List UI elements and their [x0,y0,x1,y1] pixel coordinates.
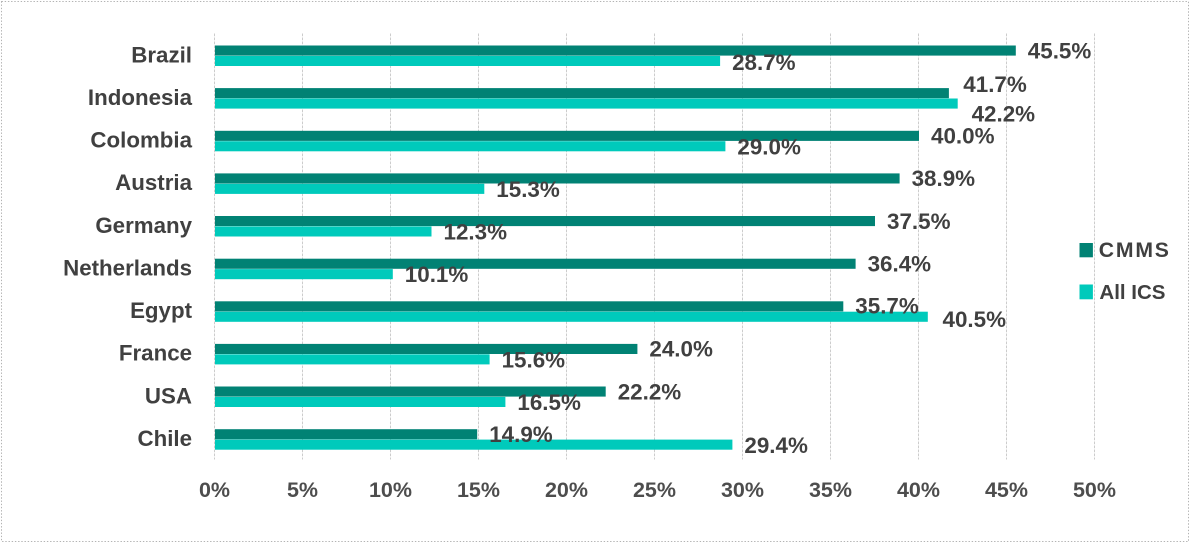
svg-text:15%: 15% [457,478,500,502]
svg-text:14.9%: 14.9% [489,422,553,447]
svg-text:45%: 45% [985,478,1028,502]
svg-text:Colombia: Colombia [90,128,192,153]
svg-text:10.1%: 10.1% [405,262,469,287]
svg-text:All ICS: All ICS [1099,281,1165,304]
svg-text:Chile: Chile [137,426,192,451]
svg-text:42.2%: 42.2% [972,101,1036,126]
svg-text:29.0%: 29.0% [737,134,801,159]
svg-text:28.7%: 28.7% [732,50,796,75]
svg-text:36.4%: 36.4% [868,252,932,277]
svg-text:Germany: Germany [95,213,192,238]
svg-text:15.6%: 15.6% [502,348,566,373]
svg-text:France: France [119,341,192,366]
svg-text:25%: 25% [633,478,676,502]
svg-text:50%: 50% [1073,478,1116,502]
svg-text:12.3%: 12.3% [444,220,508,245]
svg-text:35%: 35% [809,478,852,502]
svg-text:40%: 40% [897,478,940,502]
svg-text:24.0%: 24.0% [649,337,713,362]
svg-text:45.5%: 45.5% [1028,38,1092,63]
svg-text:USA: USA [145,383,192,408]
svg-text:15.3%: 15.3% [496,177,560,202]
svg-text:0%: 0% [199,478,230,502]
svg-text:10%: 10% [369,478,412,502]
svg-text:Brazil: Brazil [131,42,192,67]
svg-text:22.2%: 22.2% [618,379,682,404]
svg-text:38.9%: 38.9% [912,166,976,191]
svg-text:29.4%: 29.4% [744,433,808,458]
svg-text:5%: 5% [287,478,318,502]
svg-text:Egypt: Egypt [130,298,193,323]
svg-text:30%: 30% [721,478,764,502]
svg-text:40.5%: 40.5% [943,307,1007,332]
svg-text:Austria: Austria [115,170,192,195]
svg-text:35.7%: 35.7% [855,294,919,319]
svg-text:37.5%: 37.5% [887,209,951,234]
svg-text:41.7%: 41.7% [963,72,1027,97]
svg-text:20%: 20% [545,478,588,502]
svg-text:Netherlands: Netherlands [63,256,192,281]
svg-text:CMMS: CMMS [1099,239,1171,262]
svg-text:Indonesia: Indonesia [88,85,193,110]
svg-text:40.0%: 40.0% [931,124,995,149]
svg-text:16.5%: 16.5% [517,390,581,415]
